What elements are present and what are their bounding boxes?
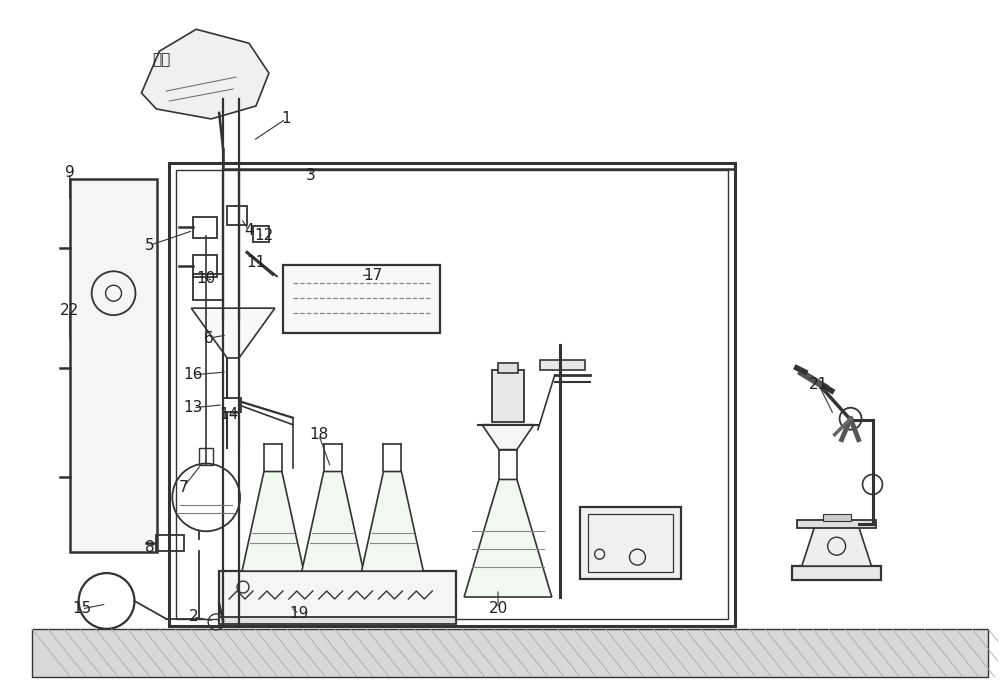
Polygon shape: [464, 480, 552, 597]
Bar: [797, 520, 876, 528]
Polygon shape: [141, 29, 269, 119]
Bar: [193, 216, 217, 238]
Bar: [283, 265, 440, 333]
Bar: [588, 514, 673, 572]
Text: 1: 1: [281, 112, 291, 126]
Text: 20: 20: [488, 602, 508, 617]
Bar: [498, 363, 518, 373]
Bar: [223, 398, 241, 412]
Text: 12: 12: [254, 228, 274, 243]
Bar: [32, 629, 988, 676]
Bar: [580, 507, 681, 579]
Bar: [227, 206, 247, 225]
Bar: [199, 448, 213, 464]
Text: 2: 2: [188, 609, 198, 624]
Text: 3: 3: [306, 168, 316, 183]
Text: 22: 22: [60, 303, 79, 317]
Polygon shape: [362, 471, 423, 571]
Text: 16: 16: [184, 367, 203, 383]
Text: 21: 21: [809, 378, 828, 392]
Bar: [492, 370, 524, 422]
Bar: [193, 255, 217, 277]
Text: 14: 14: [219, 407, 239, 422]
Polygon shape: [242, 471, 304, 571]
Bar: [176, 170, 728, 619]
Bar: [219, 571, 456, 623]
Text: 18: 18: [309, 427, 328, 442]
Polygon shape: [302, 471, 364, 571]
Text: 10: 10: [197, 271, 216, 286]
Text: 水样: 水样: [152, 52, 170, 67]
Text: 4: 4: [244, 223, 254, 238]
Bar: [169, 163, 735, 626]
Bar: [540, 360, 585, 370]
Text: 5: 5: [145, 238, 154, 253]
Text: 15: 15: [72, 602, 91, 617]
Bar: [156, 535, 184, 551]
Bar: [792, 566, 881, 580]
Polygon shape: [191, 308, 275, 358]
Text: 11: 11: [246, 255, 266, 270]
Bar: [193, 274, 223, 300]
Bar: [219, 617, 456, 624]
Polygon shape: [802, 526, 872, 566]
Text: 6: 6: [204, 331, 214, 346]
Bar: [253, 227, 269, 243]
Text: 19: 19: [289, 606, 308, 622]
Text: 9: 9: [65, 165, 75, 180]
Polygon shape: [482, 425, 534, 450]
Text: 17: 17: [363, 267, 382, 283]
Text: 7: 7: [178, 480, 188, 495]
Text: 13: 13: [184, 401, 203, 415]
Text: 8: 8: [145, 540, 154, 554]
Bar: [70, 179, 157, 552]
Bar: [823, 514, 851, 521]
